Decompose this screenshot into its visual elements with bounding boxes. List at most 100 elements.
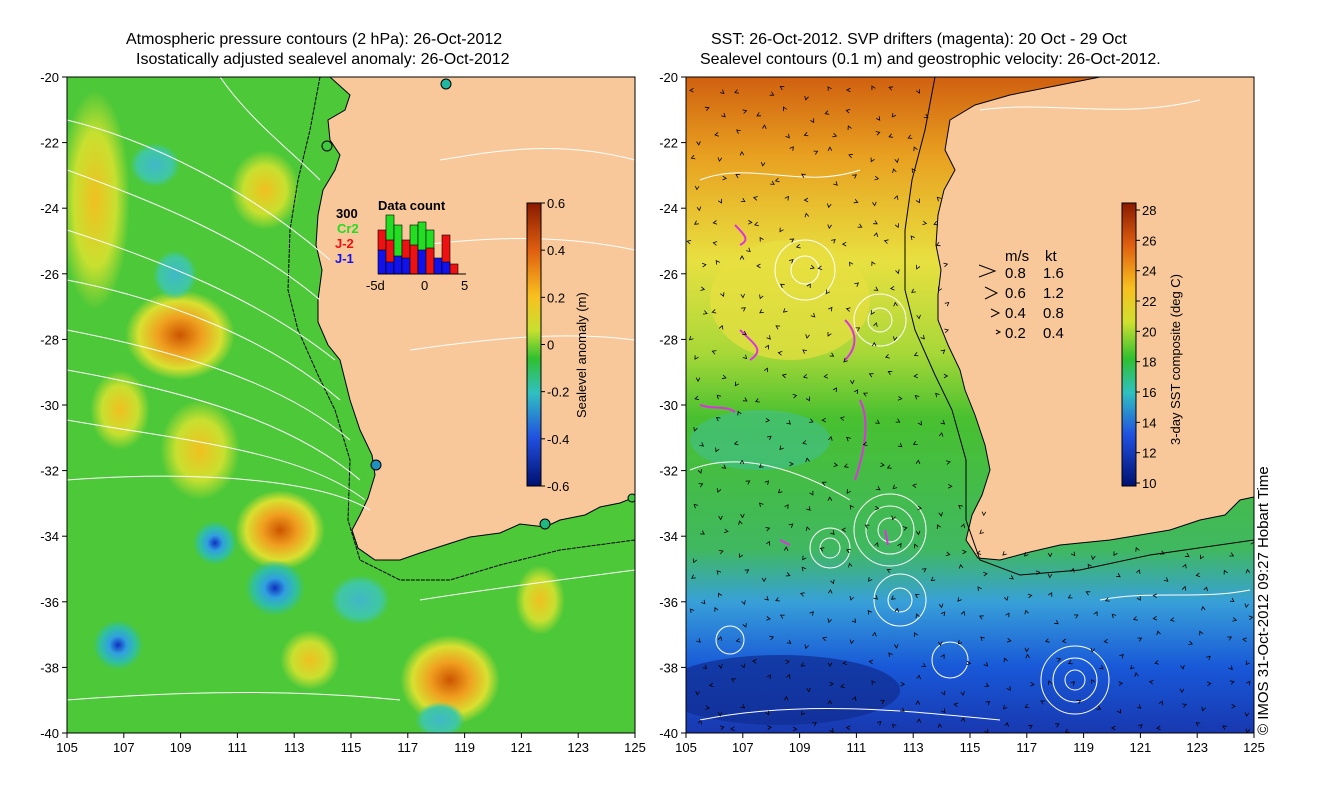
velocity-arrow	[891, 112, 897, 118]
velocity-arrow	[763, 367, 769, 373]
velocity-arrow	[736, 129, 741, 134]
velocity-arrow	[938, 512, 943, 517]
velocity-arrow	[827, 589, 833, 594]
velocity-arrow	[711, 350, 717, 355]
colorbar-tick-label: 0.2	[547, 290, 565, 305]
velocity-arrow	[916, 314, 921, 320]
velocity-arrow	[718, 515, 723, 521]
velocity-arrow	[842, 660, 848, 666]
velocity-arrow	[1136, 704, 1142, 709]
x-tick-label: 125	[624, 740, 646, 755]
velocity-arrow	[1206, 655, 1211, 661]
velocity-arrow	[917, 505, 923, 511]
velocity-arrow	[783, 106, 787, 112]
velocity-arrow	[853, 389, 859, 395]
velocity-arrow	[1054, 620, 1059, 625]
velocity-arrow	[922, 220, 928, 226]
velocity-arrow	[1137, 637, 1143, 642]
velocity-arrow	[870, 157, 875, 163]
velocity-arrow	[738, 553, 744, 559]
velocity-arrow	[827, 224, 832, 230]
velocity-arrow	[801, 566, 807, 572]
velocity-arrow	[1116, 573, 1121, 578]
velocity-arrow	[1009, 575, 1014, 580]
left-land-australia	[315, 77, 635, 561]
velocity-arrow	[1096, 705, 1102, 710]
velocity-arrow	[746, 247, 751, 253]
x-tick-label: 107	[113, 740, 135, 755]
velocity-arrow	[718, 549, 724, 555]
velocity-arrow	[893, 644, 899, 649]
velocity-arrow	[774, 177, 780, 183]
velocity-arrow	[759, 309, 764, 314]
velocity-arrow	[782, 308, 788, 313]
x-tick-label: 125	[1243, 740, 1265, 755]
x-tick-label: 115	[341, 740, 362, 755]
velocity-arrow	[1056, 657, 1062, 662]
velocity-arrow	[875, 486, 881, 491]
velocity-arrow	[700, 530, 705, 535]
velocity-arrow	[766, 616, 771, 621]
velocity-arrow	[871, 261, 876, 266]
velocity-arrow	[735, 173, 741, 179]
velocity-arrow	[733, 440, 739, 446]
x-tick-label: 111	[847, 740, 867, 755]
velocity-arrow	[1027, 724, 1033, 730]
colorbar-tick-label: 12	[1142, 446, 1156, 461]
x-tick-label: 115	[960, 740, 981, 755]
velocity-arrow	[873, 286, 879, 291]
velocity-arrow	[1110, 725, 1116, 731]
velocity-arrow	[1006, 637, 1012, 643]
velocity-arrow	[1134, 672, 1139, 677]
velocity-arrow	[979, 615, 984, 620]
velocity-arrow	[852, 174, 857, 179]
velocity-arrow	[804, 95, 809, 101]
velocity-arrow	[854, 282, 860, 287]
anomaly-low	[415, 702, 465, 733]
anomaly-low	[245, 560, 305, 616]
velocity-arrow	[862, 441, 868, 446]
velocity-arrow	[848, 153, 853, 159]
inset-title: Data count	[378, 198, 446, 213]
velocity-arrow	[740, 197, 746, 203]
velocity-arrow	[1148, 680, 1154, 685]
inset-bar-j1	[433, 257, 443, 275]
velocity-arrow	[920, 334, 925, 340]
velocity-arrow	[804, 644, 809, 650]
velocity-arrow	[885, 354, 890, 359]
anomaly-high	[400, 635, 500, 725]
velocity-arrow	[851, 618, 857, 624]
velocity-legend-kt: 0.4	[1043, 325, 1064, 342]
velocity-arrow	[785, 659, 790, 665]
x-tick-label: 109	[789, 740, 811, 755]
left-pressure-contours	[67, 77, 635, 701]
velocity-arrow	[806, 283, 811, 288]
velocity-arrow	[810, 118, 815, 124]
anomaly-high	[125, 290, 235, 380]
velocity-arrow	[958, 504, 963, 510]
velocity-arrow	[777, 488, 783, 494]
velocity-arrow	[913, 146, 918, 152]
anomaly-high	[235, 490, 325, 570]
velocity-arrow	[1024, 647, 1030, 653]
velocity-arrow	[891, 723, 897, 729]
velocity-arrow	[821, 417, 826, 423]
velocity-arrow	[827, 146, 833, 151]
x-tick-label: 117	[397, 740, 418, 755]
x-tick-label: 109	[170, 740, 192, 755]
geostrophic-velocity-arrows	[686, 85, 1254, 733]
velocity-arrow	[822, 636, 827, 642]
y-tick-label: -28	[659, 332, 678, 347]
velocity-arrow	[737, 410, 742, 416]
velocity-arrow	[759, 236, 764, 242]
velocity-legend-arrows	[978, 264, 1002, 335]
anomaly-low	[193, 521, 237, 565]
velocity-arrow	[894, 223, 899, 229]
velocity-arrow	[962, 549, 967, 555]
velocity-arrow	[915, 198, 920, 204]
velocity-arrow	[1229, 552, 1235, 557]
velocity-arrow	[735, 638, 741, 643]
velocity-arrow	[843, 463, 849, 468]
velocity-arrow	[740, 663, 745, 669]
velocity-arrow	[1135, 547, 1140, 552]
